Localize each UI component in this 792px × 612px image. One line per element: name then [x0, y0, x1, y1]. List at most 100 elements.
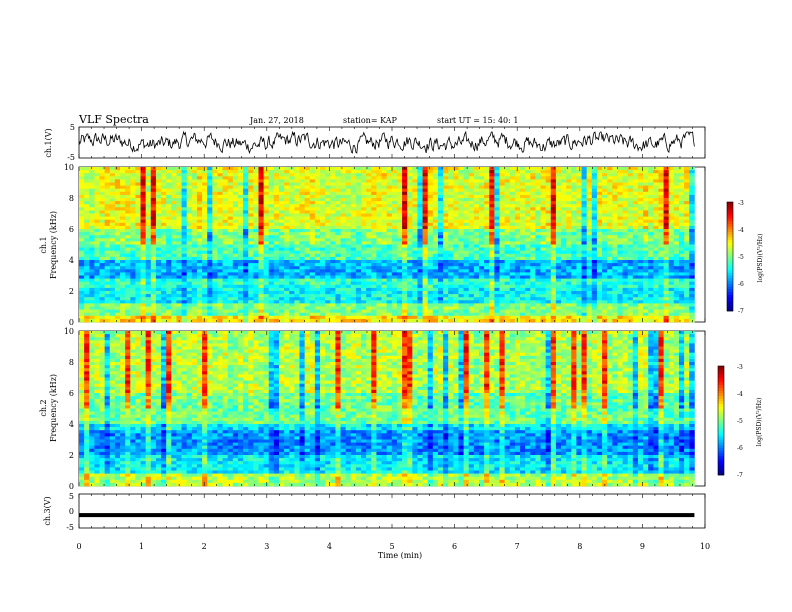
spectrogram-cell	[309, 238, 316, 242]
spectrogram-cell	[632, 238, 639, 242]
spectrogram-cell	[550, 275, 557, 279]
spectrogram-cell	[566, 266, 572, 270]
spectrogram-cell	[386, 244, 393, 248]
spectrogram-cell	[427, 287, 434, 292]
spectrogram-cell	[135, 244, 141, 248]
spectrogram-cell	[632, 225, 639, 230]
spectrogram-cell	[678, 188, 685, 193]
spectrogram-cell	[402, 229, 408, 233]
spectrogram-cell	[427, 247, 434, 252]
spectrogram-cell	[120, 241, 126, 245]
spectrogram-cell	[458, 222, 464, 227]
spectrogram-cell	[273, 287, 280, 292]
spectrogram-cell	[453, 263, 459, 267]
spectrogram-cell	[176, 225, 182, 230]
spectrogram-cell	[386, 213, 393, 217]
spectrogram-cell	[268, 269, 275, 273]
spectrogram-cell	[432, 269, 439, 273]
spectrogram-cell	[643, 266, 649, 270]
spectrogram-cell	[453, 198, 459, 202]
spectrogram-cell	[222, 238, 229, 242]
spectrogram-cell	[253, 173, 259, 177]
spectrogram-cell	[514, 188, 521, 193]
spectrogram-cell	[320, 219, 326, 224]
spectrogram-cell	[448, 238, 454, 242]
spectrogram-cell	[673, 179, 680, 183]
spectrogram-cell	[355, 269, 362, 273]
spectrogram-cell	[248, 185, 254, 190]
spectrogram-cell	[289, 170, 295, 174]
spectrogram-cell	[381, 198, 388, 202]
spectrogram-cell	[99, 247, 106, 252]
spectrogram-cell	[643, 182, 649, 186]
spectrogram-cell	[540, 198, 547, 202]
spectrogram-cell	[596, 278, 603, 283]
spectrogram-cell	[340, 250, 347, 255]
spectrogram-cell	[458, 244, 464, 248]
spectrogram-cell	[345, 179, 352, 183]
spectrogram-cell	[99, 256, 106, 261]
spectrogram-cell	[125, 247, 131, 252]
spectrogram-cell	[443, 225, 449, 230]
spectrogram-cell	[330, 244, 336, 248]
spectrogram-cell	[525, 213, 531, 217]
spectrogram-cell	[350, 244, 357, 248]
spectrogram-cell	[366, 235, 372, 239]
spectrogram-cell	[602, 241, 608, 245]
spectrogram-cell	[273, 235, 280, 239]
spectrogram-cell	[289, 269, 295, 273]
spectrogram-cell	[443, 219, 449, 224]
spectrogram-cell	[602, 210, 608, 214]
spectrogram-cell	[391, 241, 398, 245]
spectrogram-cell	[309, 201, 316, 205]
spectrogram-cell	[253, 232, 259, 236]
spectrogram-cell	[612, 167, 618, 171]
spectrogram-cell	[504, 253, 511, 258]
spectrogram-cell	[109, 204, 116, 208]
spectrogram-cell	[448, 201, 454, 205]
spectrogram-cell	[571, 272, 577, 276]
spectrogram-cell	[566, 213, 572, 217]
spectrogram-cell	[371, 281, 377, 286]
spectrogram-cell	[340, 204, 347, 208]
spectrogram-cell	[217, 229, 223, 233]
spectrogram-cell	[386, 219, 393, 224]
spectrogram-cell	[689, 232, 695, 236]
spectrogram-cell	[227, 170, 234, 174]
spectrogram-cell	[114, 281, 121, 286]
spectrogram-cell	[304, 173, 311, 177]
spectrogram-cell	[437, 260, 444, 264]
spectrogram-cell	[130, 179, 136, 183]
spectrogram-cell	[432, 207, 439, 211]
spectrogram-cell	[176, 204, 182, 208]
spectrogram-cell	[484, 232, 490, 236]
spectrogram-cell	[79, 216, 85, 221]
spectrogram-cell	[381, 225, 388, 230]
spectrogram-cell	[566, 275, 572, 279]
spectrogram-cell	[540, 263, 547, 267]
spectrogram-cell	[463, 253, 470, 258]
spectrogram-cell	[427, 253, 434, 258]
spectrogram-cell	[520, 266, 526, 270]
spectrogram-cell	[545, 213, 552, 217]
spectrogram-cell	[237, 284, 244, 289]
spectrogram-cell	[355, 225, 362, 230]
spectrogram-cell	[171, 266, 177, 270]
spectrogram-cell	[325, 291, 331, 295]
spectrogram-cell	[453, 204, 459, 208]
spectrogram-cell	[673, 225, 680, 230]
spectrogram-cell	[79, 260, 85, 264]
spectrogram-cell	[427, 191, 434, 196]
spectrogram-cell	[207, 182, 213, 186]
spectrogram-cell	[571, 235, 577, 239]
spectrogram-cell	[643, 207, 649, 211]
spectrogram-cell	[243, 179, 249, 183]
spectrogram-cell	[391, 232, 398, 236]
spectrogram-cell	[525, 278, 531, 283]
spectrogram-cell	[227, 229, 234, 233]
spectrogram-cell	[473, 198, 480, 202]
spectrogram-cell	[314, 191, 321, 196]
spectrogram-cell	[653, 287, 659, 292]
spectrogram-cell	[386, 194, 393, 199]
spectrogram-cell	[212, 179, 218, 183]
